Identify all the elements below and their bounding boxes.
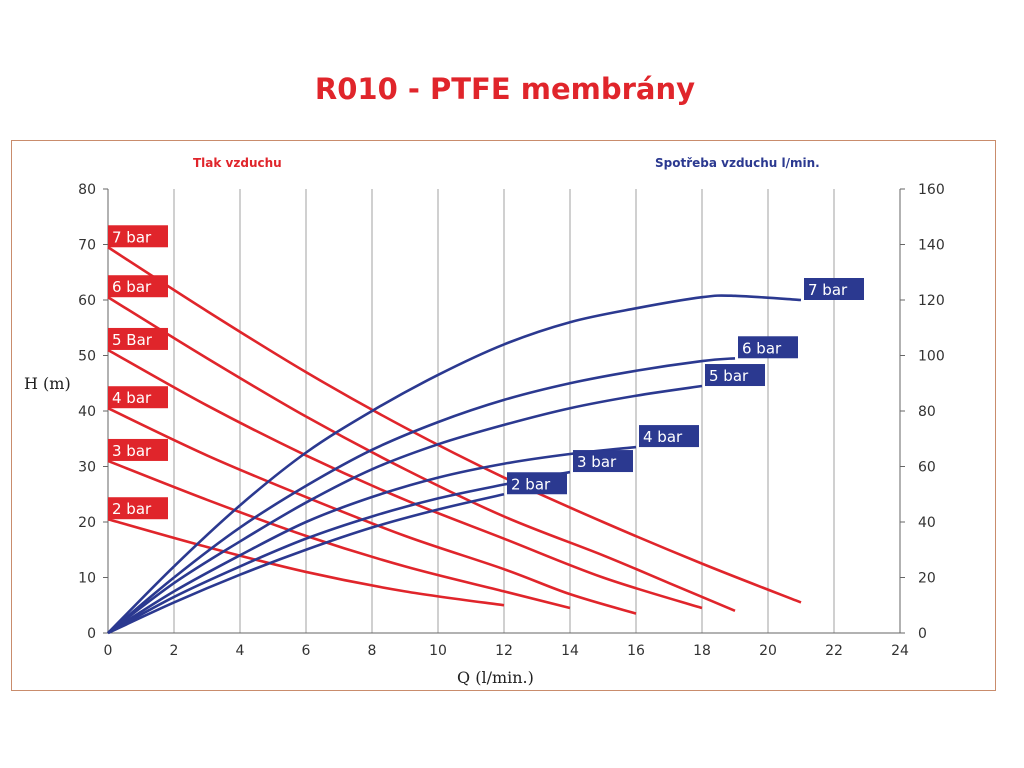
- x-tick-label-24: 24: [891, 643, 909, 659]
- axes: [103, 188, 905, 634]
- head-label-text: 5 Bar: [112, 331, 153, 349]
- air-label-box: [507, 472, 567, 495]
- x-tick-label-0: 0: [104, 643, 113, 659]
- head-label-box: [108, 327, 168, 350]
- air-curve-3-bar: [107, 470, 571, 635]
- head-curve-5-bar: [107, 348, 703, 610]
- head-label-4-bar: 4 bar: [108, 386, 168, 409]
- x-tick-label-14: 14: [561, 643, 579, 659]
- air-curve-6-bar: [107, 356, 736, 634]
- y-right-tick-label-0: 0: [918, 626, 927, 642]
- head-curve-7-bar: [107, 246, 802, 604]
- air-label-text: 4 bar: [643, 428, 683, 446]
- air-label-text: 7 bar: [808, 281, 848, 299]
- head-label-5-bar: 5 Bar: [108, 327, 168, 350]
- head-curve-2-bar: [107, 517, 505, 607]
- head-label-text: 7 bar: [112, 228, 152, 246]
- chart-frame: [11, 140, 996, 691]
- air-curve-4-bar: [107, 445, 637, 635]
- air-label-box: [738, 336, 798, 359]
- y-left-tick-label-10: 10: [78, 571, 96, 587]
- tick-labels: 0 2 4 6 8 10 12 14 16 18 20 22 240102030405060708002…: [78, 182, 945, 659]
- x-tick-label-4: 4: [236, 643, 245, 659]
- head-curve-4-bar: [107, 407, 637, 615]
- y-axis-label: H (m): [24, 374, 71, 393]
- y-left-tick-label-30: 30: [78, 460, 96, 476]
- air-label-7-bar: 7 bar: [804, 278, 864, 300]
- head-label-7-bar: 7 bar: [108, 225, 168, 248]
- head-label-box: [108, 497, 168, 520]
- air-label-2-bar: 2 bar: [507, 472, 567, 495]
- y-right-tick-label-20: 20: [918, 571, 936, 587]
- head-label-text: 6 bar: [112, 278, 152, 296]
- head-curve-3-bar: [107, 459, 571, 610]
- y-left-tick-label-0: 0: [87, 626, 96, 642]
- head-label-text: 4 bar: [112, 389, 152, 407]
- x-tick-label-22: 22: [825, 643, 843, 659]
- head-label-text: 2 bar: [112, 500, 152, 518]
- x-tick-label-16: 16: [627, 643, 645, 659]
- x-tick-label-12: 12: [495, 643, 513, 659]
- y-left-tick-label-70: 70: [78, 238, 96, 254]
- air-label-text: 2 bar: [511, 475, 551, 493]
- head-curve-6-bar: [107, 296, 736, 612]
- y-right-tick-label-120: 120: [918, 293, 945, 309]
- head-label-3-bar: 3 bar: [108, 438, 168, 461]
- air-curve-2-bar: [107, 492, 505, 635]
- air-label-box: [573, 450, 633, 473]
- x-tick-label-10: 10: [429, 643, 447, 659]
- grid-lines: [173, 189, 901, 633]
- air-label-4-bar: 4 bar: [639, 425, 699, 448]
- y-left-tick-label-40: 40: [78, 404, 96, 420]
- head-label-2-bar: 2 bar: [108, 497, 168, 520]
- head-label-6-bar: 6 bar: [108, 275, 168, 298]
- head-label-text: 3 bar: [112, 442, 152, 460]
- chart-title: R010 - PTFE membrány: [314, 72, 696, 106]
- head-label-box: [108, 225, 168, 248]
- air-label-6-bar: 6 bar: [738, 336, 798, 359]
- x-tick-label-6: 6: [302, 643, 311, 659]
- left-axis-title: Tlak vzduchu: [193, 156, 282, 170]
- x-tick-label-18: 18: [693, 643, 711, 659]
- y-right-tick-label-80: 80: [918, 404, 936, 420]
- x-tick-label-2: 2: [170, 643, 179, 659]
- air-label-box: [639, 425, 699, 448]
- air-label-text: 6 bar: [742, 339, 782, 357]
- air-label-box: [804, 278, 864, 300]
- head-label-box: [108, 275, 168, 298]
- series-labels: 7 bar 6 bar 5 Bar 4 bar 3 bar 2 bar 7 bar 6 bar…: [108, 225, 864, 520]
- x-tick-label-8: 8: [368, 643, 377, 659]
- air-curve-7-bar: [107, 294, 802, 634]
- y-right-tick-label-140: 140: [918, 238, 945, 254]
- series-lines: [107, 246, 802, 635]
- y-right-tick-label-100: 100: [918, 349, 945, 365]
- air-label-text: 5 bar: [709, 367, 749, 385]
- y-right-tick-label-40: 40: [918, 515, 936, 531]
- head-label-box: [108, 386, 168, 409]
- x-tick-label-20: 20: [759, 643, 777, 659]
- air-label-3-bar: 3 bar: [573, 450, 633, 473]
- air-label-5-bar: 5 bar: [705, 364, 765, 387]
- y-left-tick-label-50: 50: [78, 349, 96, 365]
- right-axis-title: Spotřeba vzduchu l/min.: [655, 156, 820, 170]
- x-axis-label: Q (l/min.): [457, 668, 534, 687]
- head-label-box: [108, 438, 168, 461]
- y-right-tick-label-160: 160: [918, 182, 945, 198]
- y-left-tick-label-80: 80: [78, 182, 96, 198]
- air-curve-5-bar: [107, 384, 703, 635]
- air-label-text: 3 bar: [577, 453, 617, 471]
- air-label-box: [705, 364, 765, 387]
- y-left-tick-label-60: 60: [78, 293, 96, 309]
- y-right-tick-label-60: 60: [918, 460, 936, 476]
- y-left-tick-label-20: 20: [78, 515, 96, 531]
